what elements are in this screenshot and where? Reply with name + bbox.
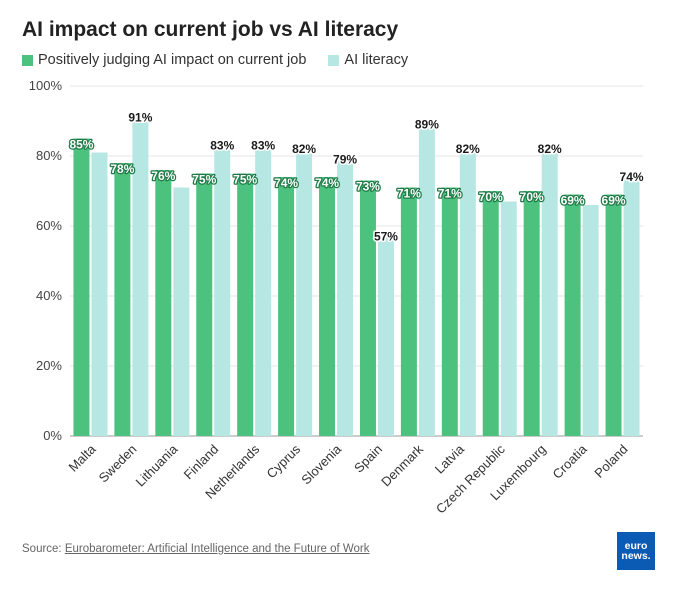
bar-job-impact: [278, 177, 295, 436]
y-tick-label: 80%: [36, 148, 62, 163]
data-label-job-impact: 74%: [274, 176, 298, 190]
legend-swatch-ai-literacy: [328, 54, 340, 66]
euronews-logo: euro news.: [617, 532, 655, 570]
data-label-ai-literacy: 83%: [251, 139, 275, 153]
bar-job-impact: [155, 170, 172, 436]
data-label-job-impact: 69%: [602, 194, 626, 208]
bar-ai-literacy: [132, 117, 149, 436]
data-label-ai-literacy: 91%: [128, 111, 152, 125]
bar-ai-literacy: [418, 124, 435, 436]
bar-job-impact: [319, 177, 336, 436]
data-label-job-impact: 71%: [438, 187, 462, 201]
bar-ai-literacy: [255, 145, 272, 436]
data-label-ai-literacy: 74%: [620, 170, 644, 184]
data-label-job-impact: 71%: [397, 187, 421, 201]
data-label-job-impact: 75%: [192, 173, 216, 187]
bar-job-impact: [482, 191, 499, 436]
data-label-job-impact: 85%: [69, 138, 93, 152]
bar-ai-literacy: [296, 149, 313, 436]
y-tick-label: 40%: [36, 288, 62, 303]
bar-job-impact: [114, 163, 131, 436]
bar-job-impact: [400, 187, 417, 436]
x-tick-label: Latvia: [432, 441, 468, 477]
data-label-ai-literacy: 82%: [292, 142, 316, 156]
chart-title: AI impact on current job vs AI literacy: [22, 18, 399, 41]
x-tick-label: Croatia: [549, 441, 590, 482]
data-label-job-impact: 76%: [151, 169, 175, 183]
bar-job-impact: [73, 138, 90, 436]
y-tick-label: 100%: [29, 78, 63, 93]
data-label-ai-literacy: 82%: [538, 142, 562, 156]
bar-ai-literacy: [337, 159, 354, 436]
bar-ai-literacy: [214, 145, 231, 436]
x-tick-label: Lithuania: [133, 441, 181, 489]
data-label-job-impact: 70%: [520, 190, 544, 204]
bar-job-impact: [196, 173, 213, 436]
bar-ai-literacy: [623, 177, 640, 436]
chart-legend: Positively judging AI impact on current …: [22, 52, 408, 68]
x-tick-label: Malta: [65, 441, 99, 475]
legend-item-job-impact: Positively judging AI impact on current …: [22, 52, 306, 68]
data-label-ai-literacy: 89%: [415, 118, 439, 132]
x-tick-label: Cyprus: [263, 441, 303, 481]
data-label-job-impact: 74%: [315, 176, 339, 190]
bar-ai-literacy: [459, 149, 476, 436]
bar-ai-literacy: [173, 187, 190, 436]
logo-line-2: news.: [621, 550, 651, 562]
data-label-job-impact: 69%: [561, 194, 585, 208]
data-label-ai-literacy: 79%: [333, 153, 357, 167]
legend-label-ai-literacy: AI literacy: [344, 52, 409, 68]
y-tick-label: 0%: [43, 428, 62, 443]
source-prefix: Source:: [22, 543, 65, 555]
y-tick-label: 60%: [36, 218, 62, 233]
legend-swatch-job-impact: [22, 54, 33, 66]
bar-job-impact: [523, 191, 540, 436]
data-label-ai-literacy: 82%: [456, 142, 480, 156]
y-tick-label: 20%: [36, 358, 62, 373]
data-label-ai-literacy: 57%: [374, 230, 398, 244]
x-tick-label: Poland: [591, 442, 630, 481]
bar-job-impact: [605, 194, 622, 436]
x-tick-label: Slovenia: [298, 441, 344, 487]
data-label-job-impact: 75%: [233, 173, 257, 187]
data-label-job-impact: 78%: [110, 162, 134, 176]
source-link[interactable]: Eurobarometer: Artificial Intelligence a…: [64, 543, 370, 555]
bar-ai-literacy: [582, 205, 599, 436]
source-note: Source: Eurobarometer: Artificial Intell…: [22, 543, 370, 555]
bar-job-impact: [441, 187, 458, 436]
bar-job-impact: [359, 180, 376, 436]
x-tick-label: Spain: [351, 442, 385, 476]
bar-ai-literacy: [377, 236, 394, 436]
data-label-job-impact: 70%: [479, 190, 503, 204]
x-tick-label: Denmark: [378, 441, 426, 489]
logo-line-1: euro: [624, 540, 648, 552]
legend-item-ai-literacy: AI literacy: [328, 52, 408, 68]
x-tick-label: Finland: [181, 442, 222, 483]
bar-ai-literacy: [500, 201, 517, 436]
legend-label-job-impact: Positively judging AI impact on current …: [38, 52, 307, 68]
bar-ai-literacy: [541, 149, 558, 436]
bar-job-impact: [237, 173, 254, 436]
bar-chart: 0%20%40%60%80%100%85%Malta91%78%Sweden76…: [29, 78, 646, 517]
data-label-job-impact: 73%: [356, 180, 380, 194]
data-label-ai-literacy: 83%: [210, 139, 234, 153]
bar-ai-literacy: [91, 152, 108, 436]
bar-job-impact: [564, 194, 581, 436]
